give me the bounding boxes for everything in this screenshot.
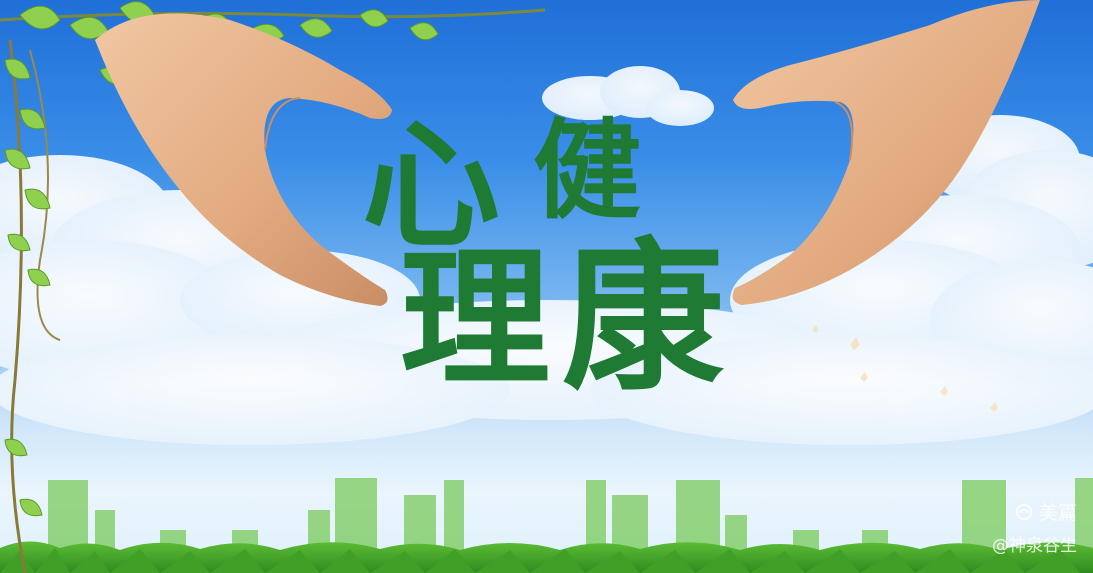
butterflies [812,325,998,412]
left-hand [95,13,392,306]
headline-char-jian: 健 [533,109,642,234]
headline-char-li: 理 [400,233,551,407]
meipian-logo-icon [1015,503,1033,520]
right-hand [732,0,1040,305]
watermark-brand: 美篇 [1038,502,1077,524]
headline-char-kang: 康 [562,225,724,413]
clouds [0,66,1093,445]
watermark: 美篇 @神泉谷生 [992,498,1077,556]
watermark-author: @神泉谷生 [992,536,1077,556]
grass [0,541,1093,573]
headline-char-xin: 心 [362,106,501,267]
